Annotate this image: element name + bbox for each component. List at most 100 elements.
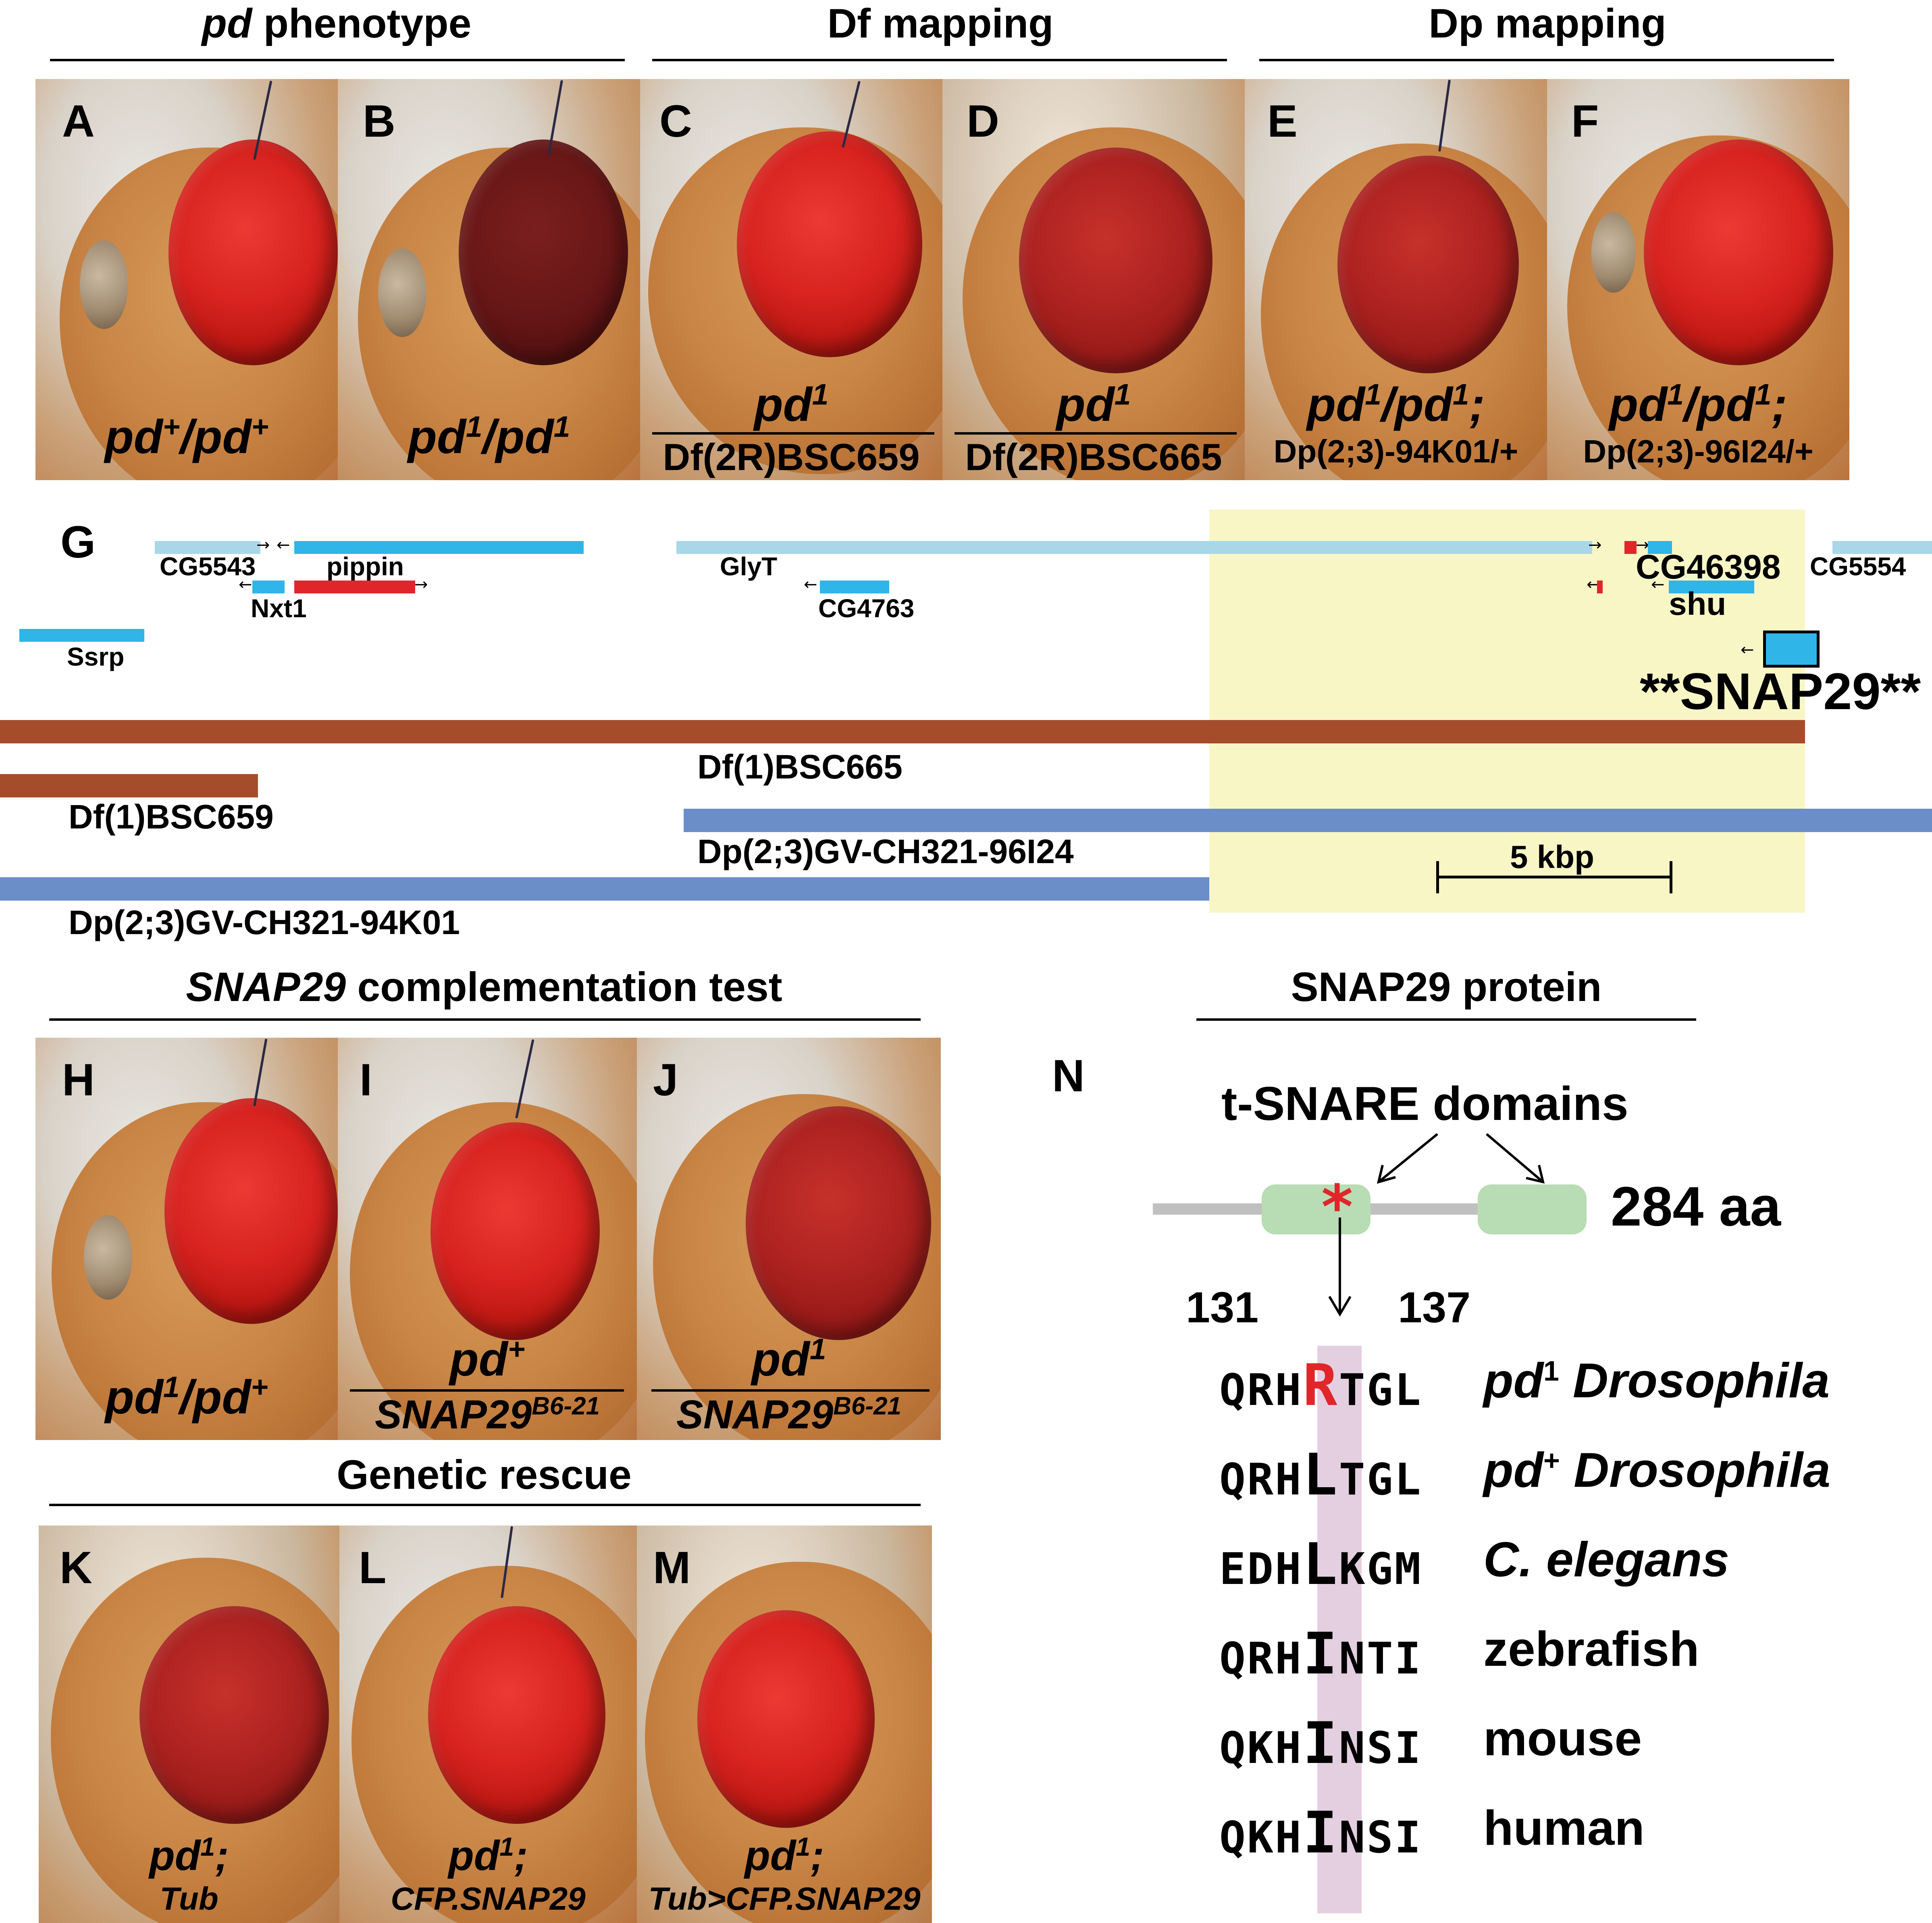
sequence-prefix: QRH — [1219, 1365, 1303, 1415]
species-name: mouse — [1483, 1711, 1642, 1766]
fly-eye — [168, 139, 338, 365]
panel-d-photo: D pd1 Df(2R)BSC665 — [942, 79, 1245, 480]
df-bar-bsc659 — [0, 774, 258, 797]
sequence-prefix: QRH — [1219, 1455, 1303, 1505]
genotype-divider — [651, 1389, 930, 1392]
gene-bar-cg5554 — [1832, 541, 1932, 554]
genotype-sup: + — [162, 410, 180, 443]
genotype-bottom: Df(2R)BSC665 — [965, 436, 1222, 478]
genotype-sup: 1 — [163, 1370, 180, 1404]
variant-residue: I — [1303, 1621, 1339, 1687]
gene-label-pippin: pippin — [327, 552, 404, 581]
scale-bar-tick — [1436, 861, 1439, 893]
alignment-sequence: QRHINTI — [1219, 1621, 1422, 1687]
arrow-left-icon: ← — [804, 575, 817, 594]
panel-n: N t-SNARE domains * 284 aa 131 137 QRHRT… — [1032, 1032, 1932, 1923]
fly-eye — [1644, 139, 1833, 365]
genotype-top: pd1 — [640, 377, 942, 432]
sequence-suffix: NTI — [1339, 1634, 1422, 1684]
genotype-part: SNAP29 — [676, 1392, 834, 1437]
genotype-sup: 1 — [1452, 378, 1469, 411]
arrow-right-icon: → — [1588, 536, 1602, 554]
panel-letter: J — [653, 1055, 678, 1105]
fly-eye — [459, 139, 628, 365]
gene-label-cg5554: CG5554 — [1810, 552, 1906, 581]
panel-a-photo: A pd+/pd+ — [35, 79, 338, 480]
gene-bar-nxt1 — [252, 581, 285, 593]
genotype-line1: pd1; — [637, 1832, 932, 1880]
genotype-sup: B6-21 — [833, 1392, 901, 1420]
gene-label-nxt1: Nxt1 — [251, 594, 307, 623]
genotype-label: pd1/pd1 — [338, 410, 640, 464]
arrow-right-icon: → — [256, 536, 270, 554]
species-label: pd1 Drosophila — [1483, 1352, 1830, 1409]
panel-letter: L — [359, 1542, 387, 1593]
alignment-sequence: EDHLKGM — [1219, 1531, 1422, 1598]
genotype-part: pd — [105, 1371, 163, 1424]
variant-residue: L — [1303, 1531, 1339, 1598]
panel-l-photo: L pd1; CFP.SNAP29 — [339, 1525, 637, 1923]
rule-snap29-protein — [1196, 1018, 1696, 1021]
genotype-part: ; — [215, 1832, 229, 1879]
gene-label-cg4763: CG4763 — [818, 594, 915, 623]
genotype-part: /pd — [180, 410, 252, 464]
species-label: pd+ Drosophila — [1483, 1442, 1830, 1498]
alignment-sequence: QKHINSI — [1219, 1710, 1422, 1777]
genotype-part: pd — [1483, 1442, 1544, 1497]
header-dp-mapping: Dp mapping — [1429, 0, 1666, 46]
arrow-left-icon: ← — [239, 575, 252, 594]
dp-bar-94k01 — [0, 877, 1209, 901]
gene-bar-shu — [1669, 581, 1754, 593]
arrow-left-icon: ← — [277, 536, 290, 554]
gene-box-snap29 — [1763, 631, 1820, 668]
gene-label-glyt: GlyT — [720, 552, 778, 581]
scale-bar — [1437, 876, 1671, 878]
panel-f-photo: F pd1/pd1; Dp(2;3)-96I24/+ — [1547, 79, 1849, 480]
genotype-part: pd — [149, 1832, 201, 1879]
antenna — [84, 1215, 132, 1300]
genotype-part: ; — [1469, 378, 1485, 431]
gene-bar-red-2 — [1624, 541, 1637, 554]
genotype-sup: 1 — [553, 410, 570, 443]
header-snap29-complementation: SNAP29 complementation test — [48, 964, 920, 1011]
genotype-top: pd1/pd1; — [1547, 377, 1849, 432]
genotype-bottom: Df(2R)BSC659 — [663, 436, 920, 478]
gene-label-cg46398: CG46398 — [1636, 548, 1781, 586]
panel-letter: D — [967, 96, 999, 146]
genotype-part: pd — [1609, 378, 1668, 431]
header-snap29-rest: complementation test — [346, 964, 782, 1010]
genotype-sup: 1 — [1543, 1355, 1559, 1387]
header-pd-phenotype-italic: pd — [202, 0, 252, 46]
genotype-sup: 1 — [499, 1832, 514, 1861]
genotype-part: pd — [751, 1333, 810, 1386]
fly-eye — [697, 1610, 875, 1828]
genotype-bottom: SNAP29B6-21 — [637, 1392, 941, 1438]
df-bar-bsc665 — [0, 720, 1805, 743]
genotype-divider — [652, 432, 934, 435]
mutation-pointer-arrowhead — [1328, 1296, 1352, 1317]
genotype-part: pd — [448, 1832, 500, 1879]
domain-pointer-arrowhead-1 — [1377, 1165, 1396, 1184]
genotype-sup: + — [1543, 1444, 1560, 1476]
genotype-sup: 1 — [200, 1832, 215, 1861]
protein-diagram — [1153, 1133, 1587, 1317]
species-name: human — [1483, 1800, 1645, 1855]
genotype-part: ; — [514, 1832, 528, 1879]
panel-letter: C — [659, 96, 692, 146]
gene-bar-cg46398 — [1648, 541, 1672, 554]
genotype-part: ; — [810, 1832, 824, 1879]
gene-bar-pippin — [294, 541, 584, 554]
genotype-part: pd — [745, 1832, 796, 1879]
conserved-residue-highlight — [1317, 1346, 1362, 1913]
position-start: 131 — [1186, 1283, 1259, 1332]
gene-label-snap29: **SNAP29** — [1640, 663, 1921, 720]
variant-residue: L — [1303, 1442, 1339, 1508]
header-df-mapping: Df mapping — [827, 0, 1054, 46]
panel-letter: G — [60, 517, 96, 567]
panel-c-photo: C pd1 Df(2R)BSC659 — [640, 79, 942, 480]
genotype-divider — [350, 1389, 624, 1392]
genotype-part: pd — [104, 410, 163, 464]
variant-residue: I — [1303, 1710, 1339, 1777]
t-snare-domain-1 — [1262, 1184, 1370, 1234]
panel-k-photo: K pd1; Tub — [39, 1525, 339, 1923]
